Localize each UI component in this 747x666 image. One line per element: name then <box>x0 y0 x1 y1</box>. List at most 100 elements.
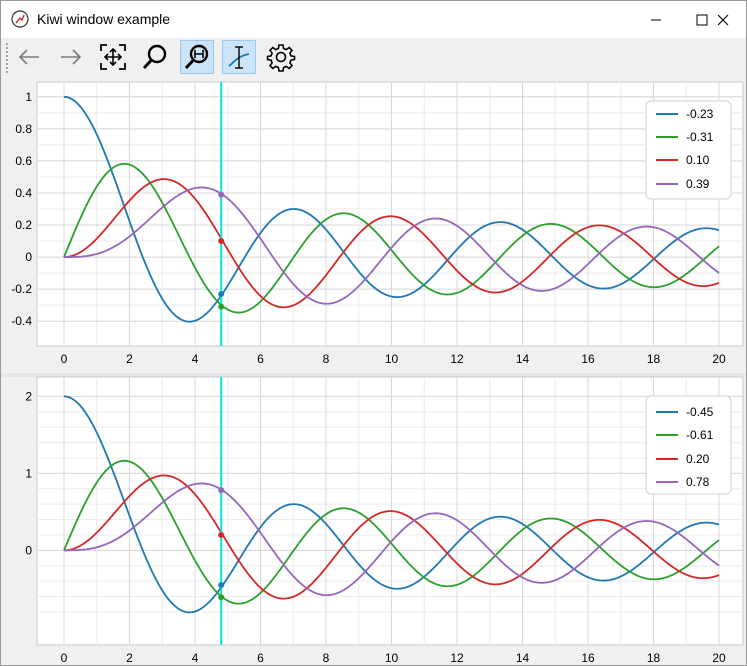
cursor-marker <box>218 238 225 245</box>
plots-canvas: 10.80.60.40.20-0.2-0.4 0 2 4 6 8 10 12 14 16 18 20… <box>1 78 746 665</box>
y-tick-label: 0 <box>25 250 32 264</box>
magnifier-icon <box>142 44 167 70</box>
plot-top[interactable]: 1 0.8 0.6 0.4 0.2 0 -0.2 -0.4 0 2 4 6 8 10 12 14 16 18 20… <box>1 78 746 373</box>
minimize-button[interactable] <box>633 1 679 38</box>
legend-label-red: 0.10 <box>686 153 710 167</box>
series-line <box>63 178 720 309</box>
cursor-marker <box>218 487 225 494</box>
x-tick-label: 8 <box>323 651 330 665</box>
plot-top-frame <box>36 81 744 347</box>
series-line <box>63 162 720 314</box>
close-button[interactable] <box>700 1 746 38</box>
legend-label-green: -0.61 <box>686 428 714 442</box>
settings-button[interactable] <box>264 40 298 74</box>
plot-top-x-ticks: 0 2 4 6 8 10 12 14 16 18 20 <box>61 352 726 366</box>
y-tick-label: 1 <box>25 90 32 104</box>
x-tick-label: 18 <box>647 651 661 665</box>
title-bar[interactable]: Kiwi window example <box>1 1 746 38</box>
plot-splitter[interactable] <box>1 373 746 377</box>
y-tick-label: 0.2 <box>15 218 32 232</box>
cursor-marker <box>218 581 225 588</box>
forward-button[interactable] <box>54 40 88 74</box>
series-line <box>63 459 720 605</box>
plot-bottom-x-ticks: 0 2 4 6 8 10 12 14 16 18 20 <box>61 651 726 665</box>
x-tick-label: 12 <box>450 352 464 366</box>
zoom-button[interactable] <box>138 40 172 74</box>
cursor-curve-icon <box>228 46 250 69</box>
x-tick-label: 16 <box>581 651 595 665</box>
cursor-marker <box>218 594 225 601</box>
gear-icon <box>266 44 296 72</box>
x-tick-label: 2 <box>126 651 133 665</box>
series-line <box>64 482 720 597</box>
series-line <box>63 395 720 614</box>
cursor-marker <box>218 290 225 297</box>
cursor-button[interactable] <box>222 40 256 74</box>
arrow-left-icon <box>18 49 39 65</box>
kiwi-app-icon <box>11 10 29 28</box>
x-tick-label: 0 <box>61 651 68 665</box>
plot-top-cursor-markers <box>218 191 225 310</box>
maximize-button[interactable] <box>679 1 725 38</box>
series-line <box>63 95 720 323</box>
y-tick-label: 1 <box>25 466 32 480</box>
series-line <box>63 474 720 600</box>
legend-label-blue: -0.45 <box>686 405 714 419</box>
plot-bottom-cursor-markers <box>218 487 225 601</box>
plot-bottom-legend: -0.45 -0.61 0.20 0.78 <box>645 395 732 495</box>
x-tick-label: 12 <box>450 651 464 665</box>
minimize-icon <box>651 19 661 20</box>
plot-bottom-lines <box>63 395 720 614</box>
arrow-right-icon <box>61 49 82 65</box>
y-tick-label: -0.2 <box>11 282 32 296</box>
legend-label-purple: 0.39 <box>686 177 710 191</box>
legend-label-blue: -0.23 <box>686 107 714 121</box>
toolbar <box>1 38 746 78</box>
series-line <box>64 186 720 305</box>
cursor-marker <box>218 531 225 538</box>
plot-top-legend-box <box>645 100 732 200</box>
pan-move-icon <box>100 44 126 70</box>
x-tick-label: 2 <box>126 352 133 366</box>
x-tick-label: 14 <box>516 651 530 665</box>
legend-label-red: 0.20 <box>686 452 710 466</box>
plot-bottom-grid <box>37 377 743 645</box>
maximize-icon <box>696 14 708 25</box>
plot-top-legend: -0.23 -0.31 0.10 0.39 <box>645 100 732 200</box>
magnifier-horizontal-icon <box>184 44 209 70</box>
plots-area: 1 0.8 0.6 0.4 0.2 0 -0.2 -0.4 0 2 4 6 8 10 12 14 16 18 20… <box>1 78 746 665</box>
legend-label-green: -0.31 <box>686 130 714 144</box>
x-tick-label: 10 <box>385 651 399 665</box>
plot-bottom-y-ticks: 2 1 0 <box>25 389 32 557</box>
y-tick-label: 0.8 <box>15 122 32 136</box>
x-tick-label: 8 <box>323 352 330 366</box>
back-button[interactable] <box>12 40 46 74</box>
x-tick-label: 4 <box>192 352 199 366</box>
legend-label-purple: 0.78 <box>686 475 710 489</box>
cursor-marker <box>218 191 225 198</box>
x-tick-label: 16 <box>581 352 595 366</box>
y-tick-label: 0.4 <box>15 186 32 200</box>
toolbar-grip[interactable] <box>5 42 9 74</box>
x-tick-label: 10 <box>385 352 399 366</box>
y-tick-label: 0.6 <box>15 154 32 168</box>
zoom-horizontal-button[interactable] <box>180 40 214 74</box>
y-tick-label: 2 <box>25 389 32 403</box>
x-tick-label: 4 <box>192 651 199 665</box>
plot-top-y-ticks: 1 0.8 0.6 0.4 0.2 0 -0.2 -0.4 <box>11 90 32 328</box>
plot-bottom[interactable]: 210 0 2 4 6 8 10 12 14 16 18 20 -0.45 -0.61 0.20 0… <box>1 376 746 665</box>
x-tick-label: 6 <box>257 352 264 366</box>
close-icon <box>717 14 729 25</box>
x-tick-label: 0 <box>61 352 68 366</box>
plot-top-lines <box>63 95 720 323</box>
cursor-marker <box>218 303 225 310</box>
window-title: Kiwi window example <box>37 11 171 27</box>
x-tick-label: 14 <box>516 352 530 366</box>
plot-bottom-legend-box <box>645 395 732 495</box>
pan-button[interactable] <box>96 40 130 74</box>
x-tick-label: 20 <box>712 352 726 366</box>
x-tick-label: 18 <box>647 352 661 366</box>
y-tick-label: -0.4 <box>11 314 32 328</box>
y-tick-label: 0 <box>25 543 32 557</box>
